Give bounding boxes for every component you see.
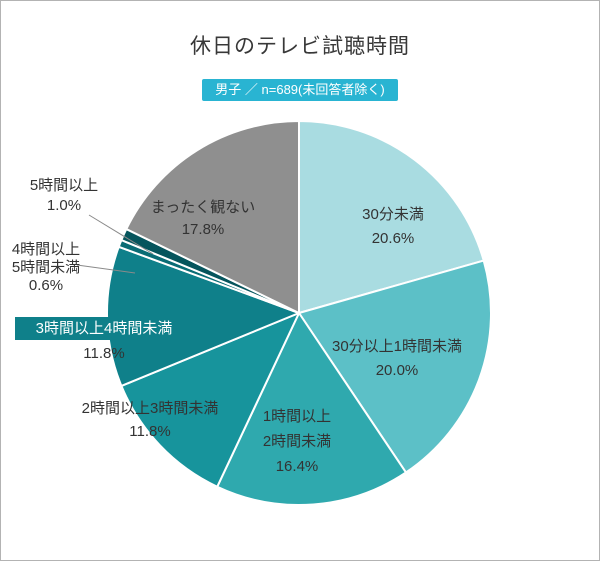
- label-under-30min: 30分未満 20.6%: [318, 203, 468, 251]
- label-30min-1h: 30分以上1時間未満 20.0%: [311, 335, 483, 383]
- pie-slice-4: [106, 245, 300, 387]
- label-2h-3h: 2時間以上3時間未満 11.8%: [59, 397, 241, 443]
- label-1h-2h-name2: 2時間未満: [262, 433, 332, 450]
- label-4h-5h-name1: 4時間以上: [11, 241, 81, 258]
- label-4h-5h: 4時間以上 5時間未満 0.6%: [5, 241, 87, 295]
- sample-badge: 男子 ／ n=689(未回答者除く): [202, 79, 398, 101]
- label-5h-plus-name: 5時間以上: [29, 177, 99, 194]
- leader-line-5h-plus: [88, 214, 154, 255]
- pie-slice-2: [216, 312, 407, 506]
- label-2h-3h-name: 2時間以上3時間未満: [81, 400, 219, 417]
- pie-slice-0: [298, 120, 485, 314]
- pie-slice-7: [125, 120, 300, 314]
- label-30min-1h-value: 20.0%: [375, 362, 419, 379]
- label-under-30min-name: 30分未満: [362, 206, 424, 223]
- label-3h-4h: 3時間以上4時間未満 11.8%: [15, 317, 193, 364]
- label-never-watch-value: 17.8%: [181, 221, 225, 238]
- label-4h-5h-name2: 5時間未満: [11, 259, 81, 276]
- label-3h-4h-value: 11.8%: [83, 345, 125, 362]
- label-1h-2h-value: 16.4%: [275, 458, 319, 475]
- label-never-watch-name: まったく観ない: [150, 199, 256, 216]
- label-3h-4h-name: 3時間以上4時間未満: [15, 317, 193, 340]
- label-4h-5h-value: 0.6%: [28, 277, 64, 294]
- label-5h-plus-value: 1.0%: [46, 197, 82, 214]
- pie-slice-3: [120, 312, 300, 488]
- label-1h-2h: 1時間以上 2時間未満 16.4%: [247, 404, 347, 479]
- label-5h-plus: 5時間以上 1.0%: [14, 176, 114, 216]
- pie-slice-1: [298, 259, 492, 474]
- label-under-30min-value: 20.6%: [371, 230, 415, 247]
- label-1h-2h-name1: 1時間以上: [262, 408, 332, 425]
- chart-title: 休日のテレビ試聴時間: [190, 35, 410, 58]
- leader-lines: [76, 214, 154, 274]
- label-2h-3h-value: 11.8%: [129, 423, 171, 440]
- leader-line-4h-5h: [76, 264, 136, 274]
- label-never-watch: まったく観ない 17.8%: [128, 197, 278, 241]
- badge-row: 男子 ／ n=689(未回答者除く): [1, 79, 599, 101]
- label-30min-1h-name: 30分以上1時間未満: [331, 338, 463, 355]
